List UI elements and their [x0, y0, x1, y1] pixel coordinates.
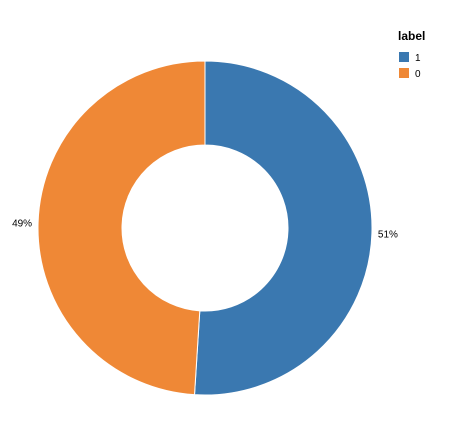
slice-1	[193, 60, 373, 396]
legend-title: label	[398, 29, 425, 43]
legend-label-0: 0	[415, 69, 421, 80]
donut-slices	[37, 60, 373, 396]
slice-label-1: 51%	[378, 229, 398, 240]
slice-labels: 51% 49%	[12, 219, 398, 241]
legend-label-1: 1	[415, 53, 421, 64]
legend-items: 10	[399, 52, 421, 80]
legend-swatch-1	[399, 52, 409, 62]
slice-label-0: 49%	[12, 219, 32, 230]
legend-swatch-0	[399, 68, 409, 78]
slice-0	[37, 60, 206, 396]
legend: label 10	[398, 29, 425, 80]
